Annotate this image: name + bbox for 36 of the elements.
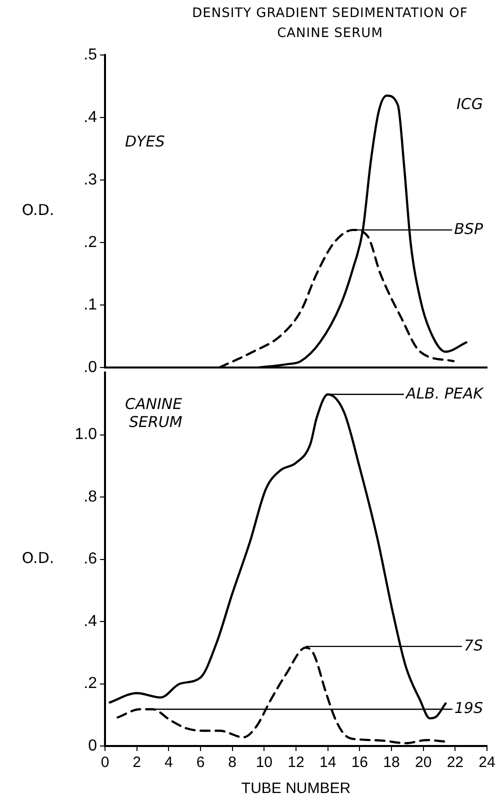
y-tick-label: .4 (84, 108, 98, 126)
annotation: ALB. PEAK (404, 384, 484, 402)
y-axis-title: O.D. (22, 201, 54, 220)
y-tick-label: .8 (84, 488, 98, 506)
y-axis-title: O.D. (22, 549, 54, 568)
y-tick-label: .4 (84, 612, 98, 630)
chart-title: DENSITY GRADIENT SEDIMENTATION OF CANINE SERUM (191, 5, 469, 43)
x-tick-label: 24 (478, 754, 496, 772)
y-tick-label: .2 (84, 675, 98, 692)
annotation: ICG (456, 94, 483, 113)
x-tick-label: 14 (319, 754, 336, 772)
y-tick-label: 1.0 (74, 426, 98, 444)
x-tick-label: 22 (446, 754, 464, 772)
x-tick-label: 12 (288, 754, 304, 772)
x-tick-label: 10 (256, 754, 273, 772)
annotation: CANINE SERUM (125, 394, 183, 431)
annotation: 7S (464, 636, 484, 654)
x-tick-label: 2 (132, 754, 142, 772)
annotation: 19S (454, 699, 484, 718)
annotation: BSP (454, 220, 484, 238)
y-tick-label: .1 (84, 296, 98, 314)
x-tick-label: 8 (228, 754, 237, 772)
x-tick-label: 0 (100, 754, 110, 772)
y-tick-label: .0 (84, 358, 98, 376)
y-tick-label: .2 (84, 234, 98, 251)
x-tick-label: 6 (196, 754, 205, 772)
annotation: DYES (125, 132, 166, 150)
y-tick-label: .3 (84, 171, 98, 188)
x-axis-title: TUBE NUMBER (241, 780, 351, 798)
x-tick-label: 18 (383, 754, 400, 772)
y-tick-label: .6 (84, 550, 98, 568)
x-tick-label: 4 (164, 754, 173, 772)
x-tick-label: 20 (414, 754, 432, 772)
y-tick-label: .5 (84, 46, 98, 64)
y-tick-label: 0 (88, 737, 98, 754)
x-tick-label: 16 (351, 754, 368, 772)
